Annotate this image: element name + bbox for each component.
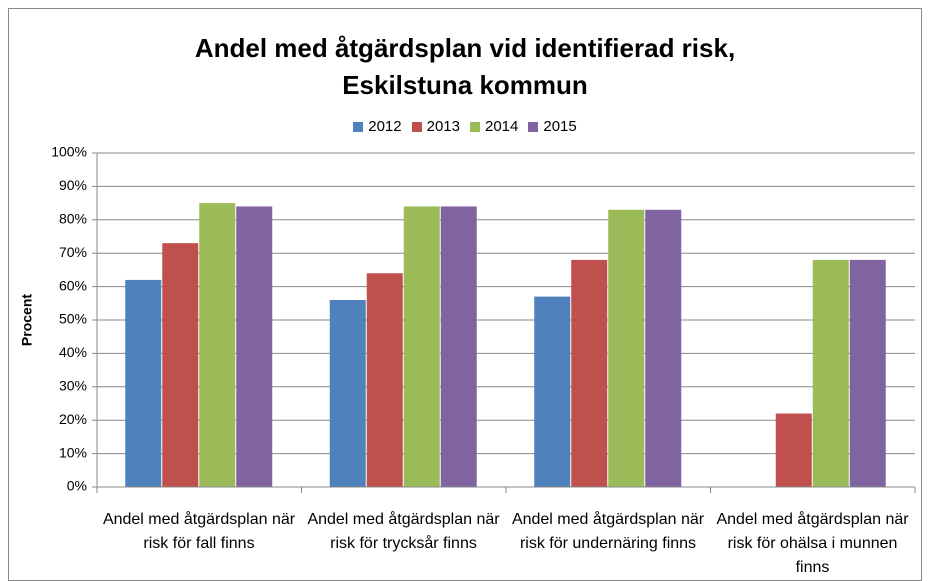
- legend-swatch: [353, 121, 364, 132]
- y-axis-label: Procent: [19, 294, 35, 346]
- x-tick-label: Andel med åtgärdsplan när risk för ohäls…: [716, 511, 909, 576]
- bar: [849, 259, 886, 487]
- bar: [329, 299, 366, 487]
- y-tick-label: 30%: [59, 378, 87, 394]
- y-tick-label: 0%: [67, 478, 87, 494]
- bar: [608, 209, 645, 487]
- chart-title: Eskilstuna kommun: [342, 70, 588, 100]
- x-tick-label: Andel med åtgärdsplan när risk för under…: [511, 511, 705, 552]
- y-tick-label: 40%: [59, 344, 87, 360]
- bar: [534, 296, 571, 487]
- bar: [812, 259, 849, 487]
- legend-label: 2013: [426, 118, 460, 135]
- legend-item: 2012: [353, 118, 402, 135]
- y-tick-label: 90%: [59, 177, 87, 193]
- chart-title: Andel med åtgärdsplan vid identifierad r…: [195, 33, 735, 63]
- legend-item: 2013: [411, 118, 460, 135]
- x-tick-label: Andel med åtgärdsplan när risk för tryck…: [307, 511, 500, 552]
- y-tick-label: 60%: [59, 277, 87, 293]
- legend-item: 2014: [470, 118, 518, 135]
- bar: [775, 413, 812, 487]
- legend-swatch: [470, 121, 480, 132]
- legend-label: 2015: [543, 118, 577, 135]
- y-tick-label: 80%: [59, 211, 87, 227]
- legend-label: 2012: [368, 118, 402, 135]
- x-tick-label: Andel med åtgärdsplan när risk för fall …: [102, 511, 296, 552]
- y-tick-label: 70%: [59, 244, 87, 260]
- legend: 2012 2013 2014 2015: [0, 118, 930, 135]
- legend-swatch: [411, 121, 422, 132]
- bar: [571, 259, 608, 487]
- legend-swatch: [528, 121, 539, 132]
- y-tick-label: 10%: [59, 444, 87, 460]
- y-tick-label: 100%: [51, 144, 87, 160]
- legend-label: 2014: [485, 118, 519, 135]
- bar: [645, 209, 682, 487]
- bar: [162, 243, 199, 487]
- bar: [366, 273, 403, 487]
- y-tick-label: 50%: [59, 311, 87, 327]
- legend-item: 2015: [528, 118, 577, 135]
- bar: [236, 206, 273, 487]
- bar: [125, 279, 162, 487]
- y-tick-label: 20%: [59, 411, 87, 427]
- bar: [403, 206, 440, 487]
- bar: [440, 206, 477, 487]
- bar: [199, 203, 236, 487]
